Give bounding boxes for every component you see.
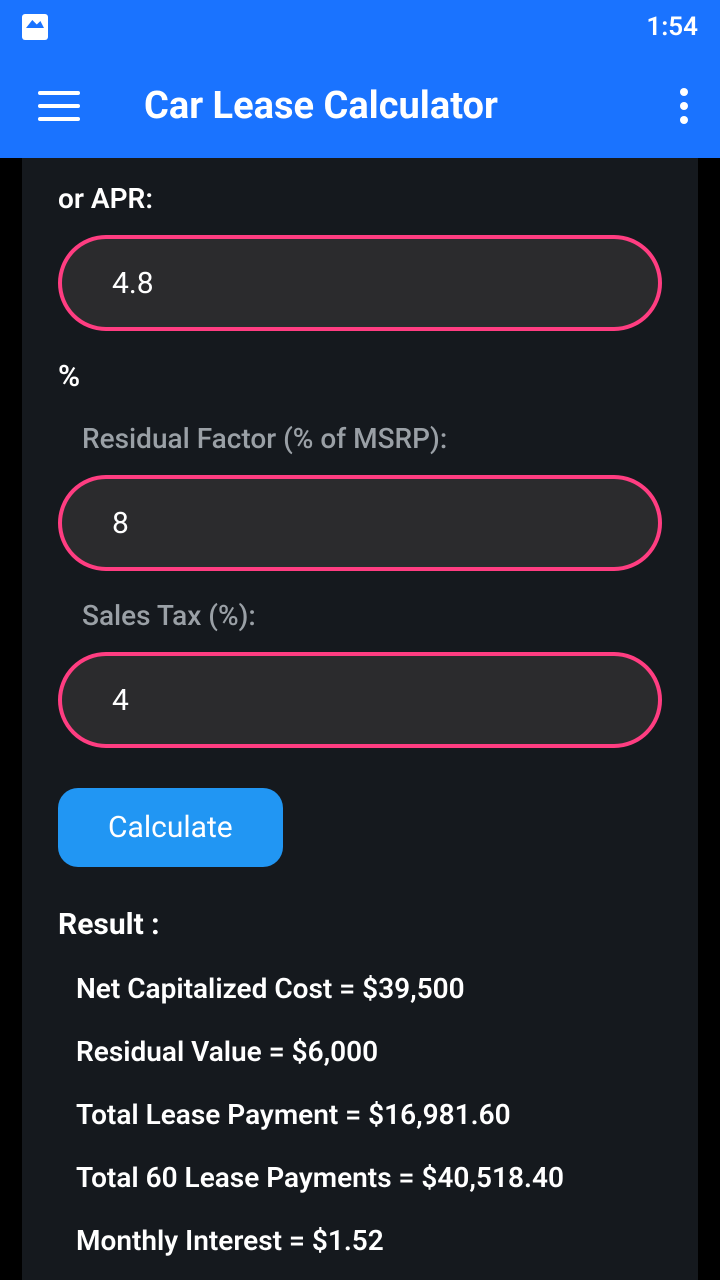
- more-menu-icon[interactable]: [680, 88, 688, 124]
- status-time: 1:54: [646, 12, 698, 42]
- result-total-lease-payment: Total Lease Payment = $16,981.60: [58, 1098, 662, 1131]
- residual-field-group: Residual Factor (% of MSRP):: [58, 422, 662, 571]
- result-residual-value: Residual Value = $6,000: [58, 1035, 662, 1068]
- result-net-capitalized: Net Capitalized Cost = $39,500: [58, 972, 662, 1005]
- app-bar: Car Lease Calculator: [0, 54, 720, 158]
- content-wrapper: or APR: % Residual Factor (% of MSRP): S…: [0, 158, 720, 1280]
- sales-tax-input[interactable]: [58, 652, 662, 748]
- app-title: Car Lease Calculator: [144, 84, 680, 128]
- result-heading: Result :: [58, 907, 662, 942]
- apr-label: or APR:: [58, 182, 662, 215]
- apr-field-group: or APR:: [58, 182, 662, 331]
- hamburger-menu-icon[interactable]: [38, 91, 80, 121]
- apr-input[interactable]: [58, 235, 662, 331]
- result-monthly-interest: Monthly Interest = $1.52: [58, 1224, 662, 1257]
- content-inner: or APR: % Residual Factor (% of MSRP): S…: [22, 158, 698, 1280]
- residual-label: Residual Factor (% of MSRP):: [82, 422, 662, 455]
- percent-group: %: [58, 359, 662, 394]
- percent-symbol: %: [58, 359, 662, 394]
- result-total-60-payments: Total 60 Lease Payments = $40,518.40: [58, 1161, 662, 1194]
- sales-tax-field-group: Sales Tax (%):: [58, 599, 662, 748]
- status-bar: 1:54: [0, 0, 720, 54]
- image-icon: [22, 14, 48, 40]
- sales-tax-label: Sales Tax (%):: [82, 599, 662, 632]
- calculate-button[interactable]: Calculate: [58, 788, 283, 867]
- residual-input[interactable]: [58, 475, 662, 571]
